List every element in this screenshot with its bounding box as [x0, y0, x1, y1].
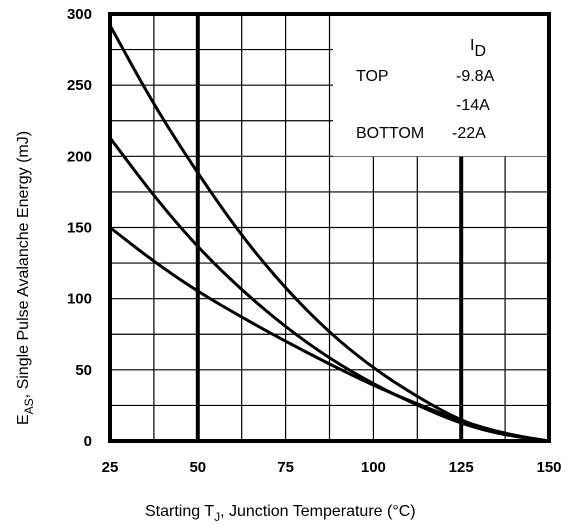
y-tick-label: 200	[67, 148, 92, 165]
legend-row-value-1: -14A	[456, 97, 490, 114]
y-axis-label-subscript: AS	[22, 398, 36, 414]
y-ticks-layer: 300 250 200 150 100 50 0	[67, 6, 92, 450]
series-layer	[108, 23, 551, 443]
y-tick-label: 50	[75, 362, 92, 379]
legend-row-label-2: BOTTOM	[356, 125, 424, 142]
legend-row-value-0: -9.8A	[456, 68, 495, 85]
x-tick-label: 75	[277, 459, 294, 476]
y-tick-label: 100	[67, 291, 92, 308]
y-axis-label-prefix: E	[15, 414, 32, 425]
y-axis-label: EAS, Single Pulse Avalanche Energy (mJ)	[15, 131, 36, 425]
legend-row-label-0: TOP	[356, 68, 389, 85]
y-tick-label: 150	[67, 220, 92, 237]
legend-row-value-2: -22A	[452, 125, 486, 142]
x-tick-label: 125	[449, 459, 474, 476]
x-tick-label: 25	[102, 459, 119, 476]
plot-frame	[108, 12, 551, 443]
x-ticks-layer: 25 50 75 100 125 150	[102, 459, 562, 476]
y-tick-label: 0	[84, 433, 92, 450]
y-tick-label: 300	[67, 6, 92, 23]
x-axis-label-subscript: J	[214, 510, 220, 524]
legend-title: ID	[470, 37, 486, 60]
y-tick-label: 250	[67, 77, 92, 94]
legend-content: ID TOP -9.8A -14A BOTTOM -22A	[356, 37, 495, 142]
x-tick-label: 150	[536, 459, 561, 476]
series-line-2	[108, 226, 551, 443]
series-line-1	[108, 136, 551, 443]
x-tick-label: 50	[189, 459, 206, 476]
legend-title-main: I	[470, 37, 474, 54]
x-axis-label: Starting TJ, Junction Temperature (°C)	[145, 503, 416, 524]
legend-box	[333, 14, 549, 157]
x-axis-label-suffix: , Junction Temperature (°C)	[220, 503, 416, 520]
x-tick-label: 100	[361, 459, 386, 476]
legend-title-subscript: D	[474, 43, 486, 60]
x-axis-label-prefix: Starting T	[145, 503, 214, 520]
y-axis-label-suffix: , Single Pulse Avalanche Energy (mJ)	[15, 131, 32, 398]
